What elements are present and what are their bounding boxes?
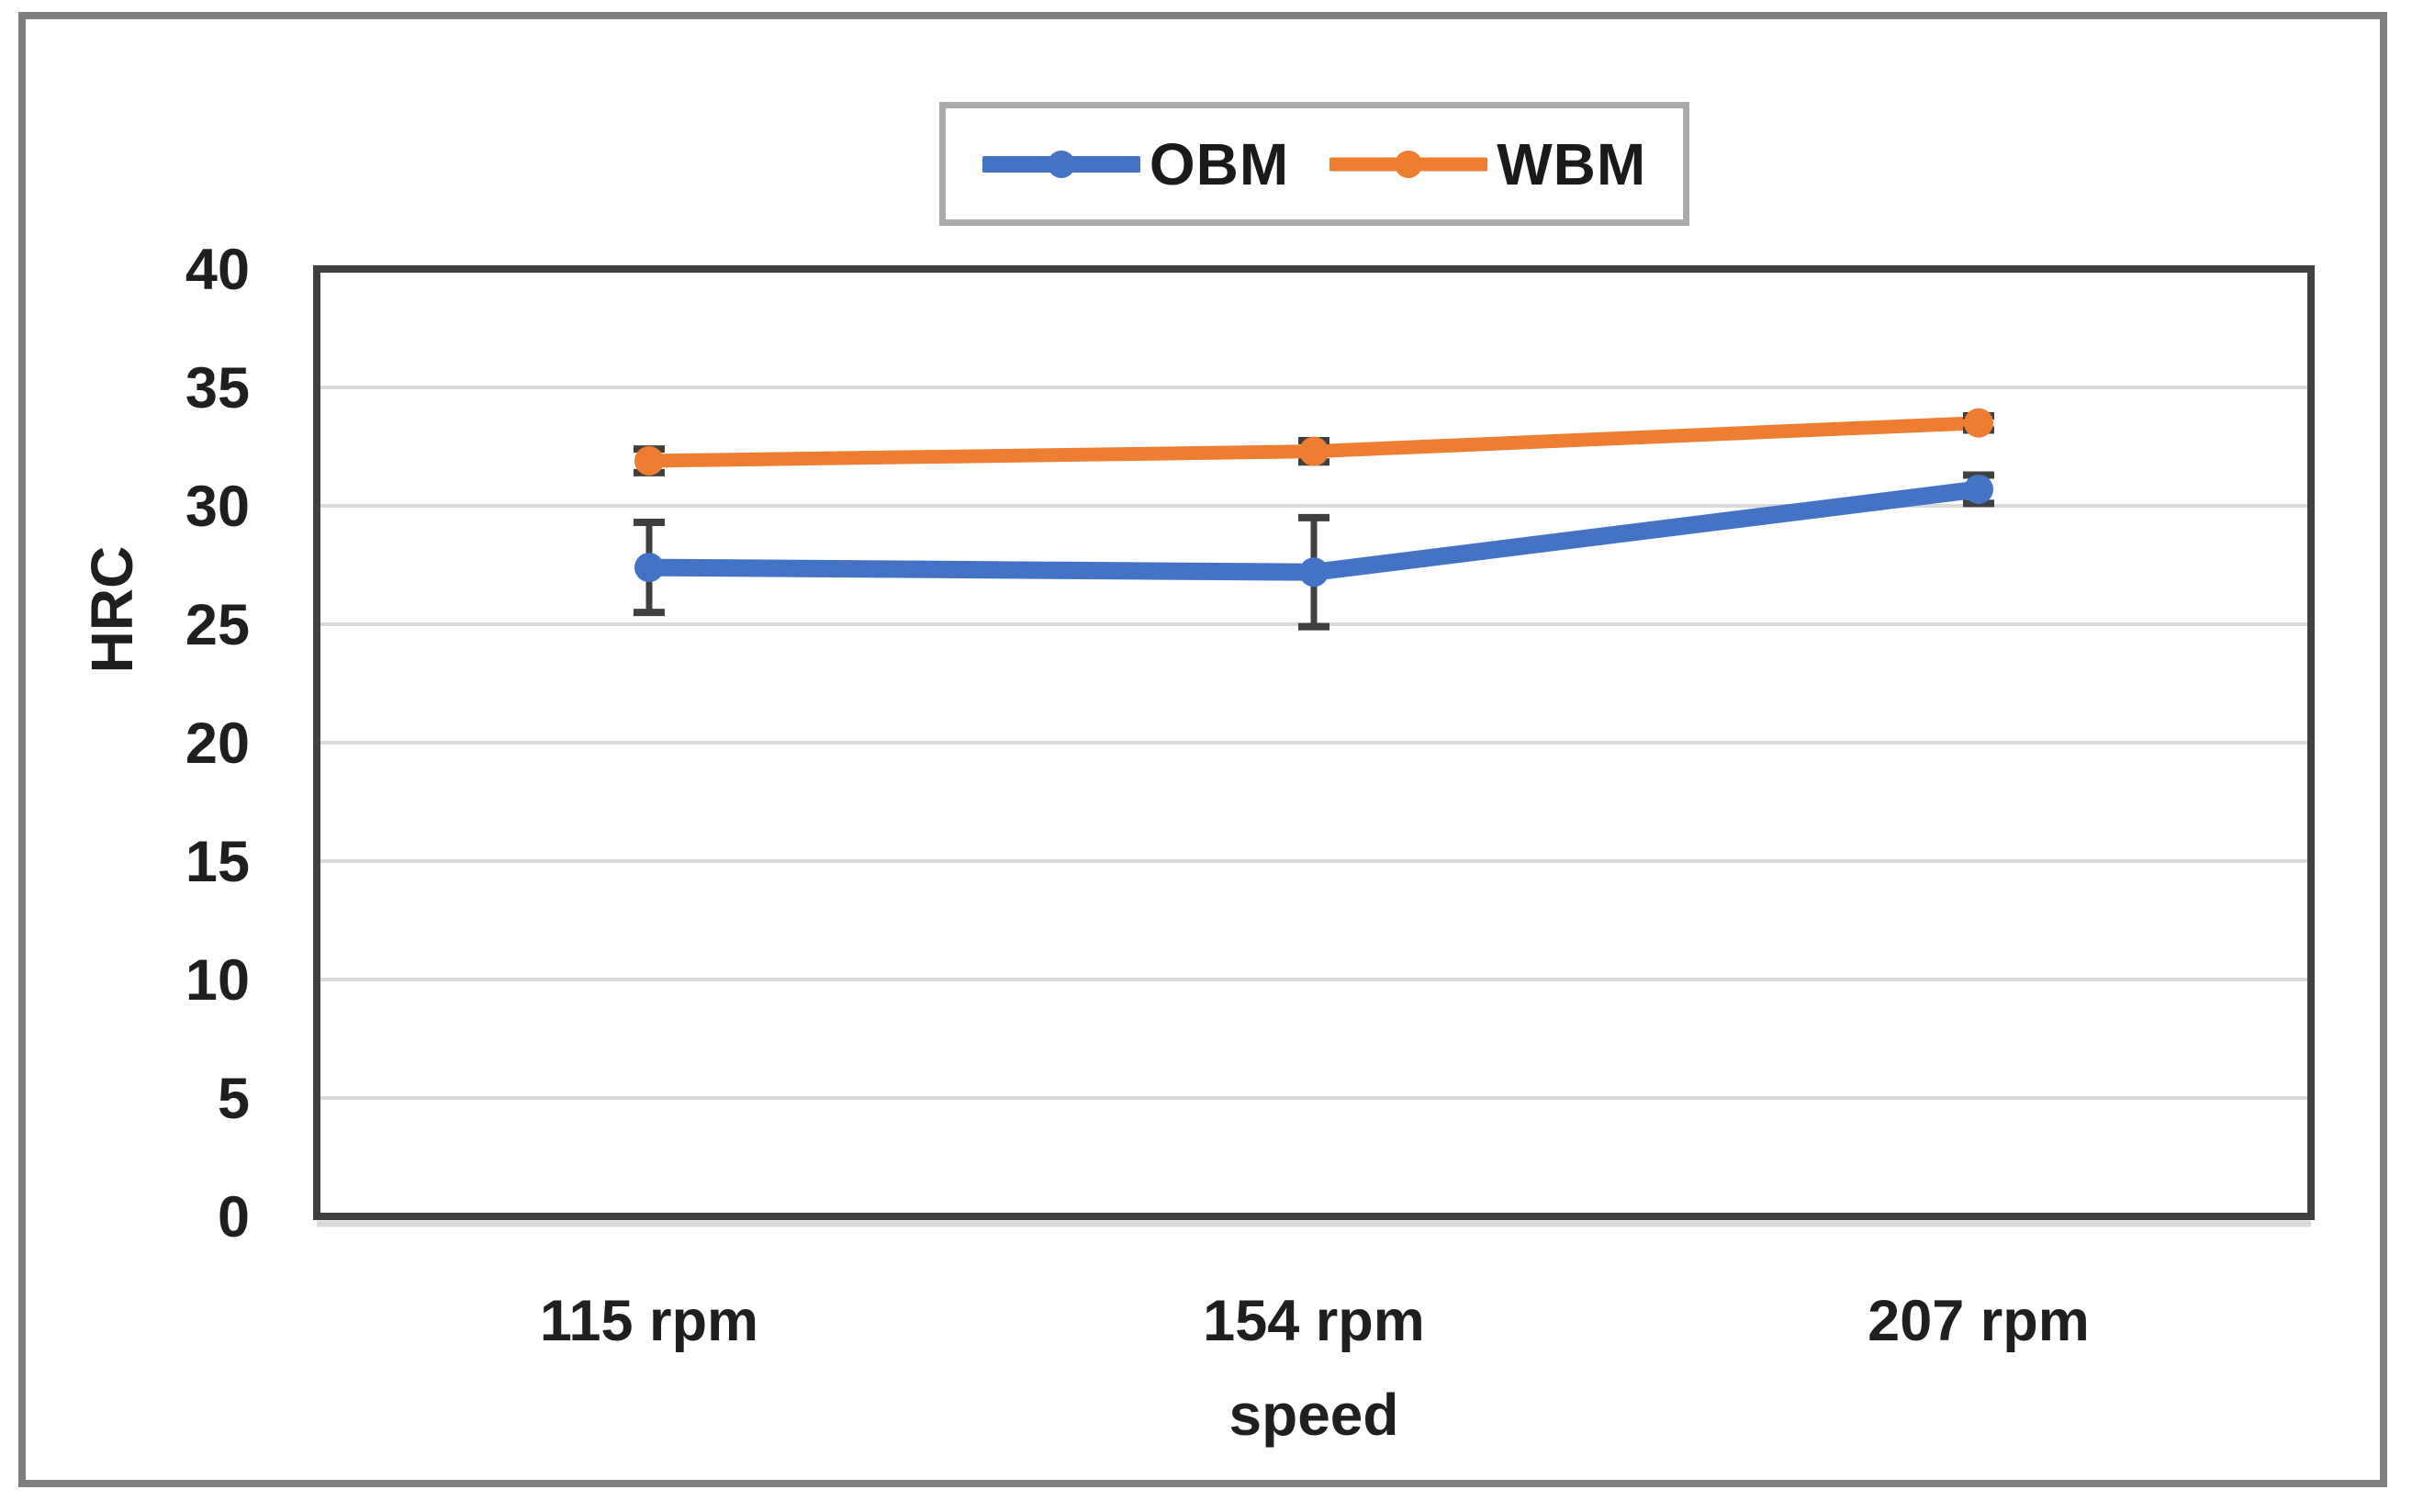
x-tick-label-0: 115 rpm <box>540 1289 758 1353</box>
legend-item-wbm: WBM <box>1329 130 1646 198</box>
x-tick-label-2: 207 rpm <box>1868 1289 2090 1353</box>
y-tick-label-35: 35 <box>185 356 250 420</box>
x-tick-label-1: 154 rpm <box>1203 1289 1425 1353</box>
y-tick-label-30: 30 <box>185 475 250 539</box>
y-axis-title: HRC <box>79 545 145 674</box>
y-tick-label-20: 20 <box>185 711 250 776</box>
x-axis-title: speed <box>1228 1382 1399 1448</box>
y-tick-label-15: 15 <box>185 830 250 894</box>
plot-area-border <box>313 265 2315 1220</box>
legend: OBM WBM <box>939 102 1689 226</box>
marker-wbm-2 <box>1964 408 1993 438</box>
marker-obm-2 <box>1964 474 1993 504</box>
marker-wbm-0 <box>634 445 664 476</box>
marker-obm-0 <box>634 553 664 583</box>
figure-border <box>18 12 2387 1487</box>
legend-label-obm: OBM <box>1149 130 1290 197</box>
tick-labels-layer: 0 5 10 15 20 25 30 35 40 115 rpm 154 rpm 207 rpm <box>185 238 2090 1353</box>
legend-line-sample-obm <box>982 150 1140 178</box>
series-layer <box>634 408 1994 631</box>
y-tick-label-25: 25 <box>185 593 250 657</box>
y-tick-label-5: 5 <box>218 1067 250 1131</box>
marker-obm-1 <box>1299 557 1329 588</box>
marker-wbm-1 <box>1299 436 1329 466</box>
y-tick-label-0: 0 <box>218 1185 250 1249</box>
legend-line-sample-wbm <box>1329 150 1488 178</box>
y-tick-label-40: 40 <box>185 238 250 302</box>
legend-label-wbm: WBM <box>1497 130 1647 197</box>
axis-layer <box>313 265 2315 1227</box>
y-tick-label-10: 10 <box>185 948 250 1013</box>
legend-item-obm: OBM <box>982 130 1289 198</box>
gridlines-layer <box>317 386 2311 1100</box>
